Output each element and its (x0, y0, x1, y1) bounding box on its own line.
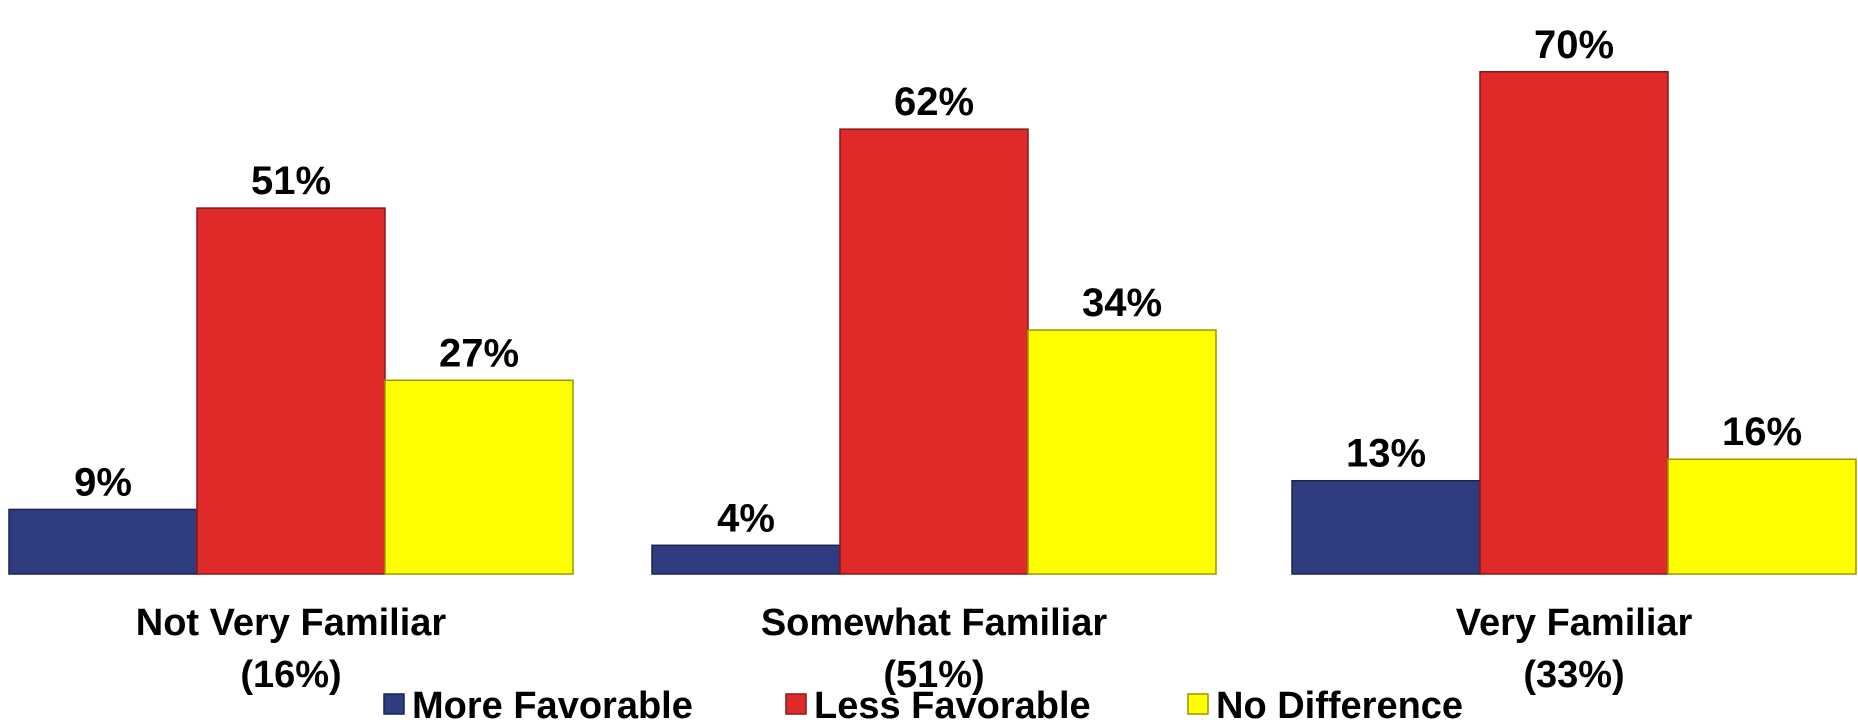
data-label: 70% (1534, 23, 1614, 67)
legend-label: More Favorable (412, 685, 693, 725)
bar (384, 379, 574, 575)
bar (651, 544, 841, 575)
legend-marker (785, 693, 807, 715)
legend-marker (1187, 693, 1209, 715)
bar (196, 207, 386, 575)
x-tick-label: Very Familiar (33%) (1455, 602, 1693, 696)
data-label: 27% (439, 331, 519, 375)
data-label: 51% (251, 159, 331, 203)
data-label: 34% (1082, 281, 1162, 325)
x-tick-label: Somewhat Familiar (51%) (760, 602, 1108, 696)
data-label: 4% (717, 496, 775, 540)
bar (1479, 71, 1669, 575)
data-label: 13% (1346, 432, 1426, 476)
data-label: 62% (894, 80, 974, 124)
data-label: 16% (1722, 410, 1802, 454)
x-tick-label: Not Very Familiar (16%) (135, 602, 447, 696)
bar (8, 508, 198, 575)
legend-label: No Difference (1216, 685, 1463, 725)
bar (1291, 479, 1481, 575)
bar (1667, 458, 1857, 575)
data-label: 9% (74, 460, 132, 504)
legend-marker (383, 693, 405, 715)
legend-label: Less Favorable (814, 685, 1091, 725)
bar (839, 128, 1029, 575)
bar (1027, 329, 1217, 575)
